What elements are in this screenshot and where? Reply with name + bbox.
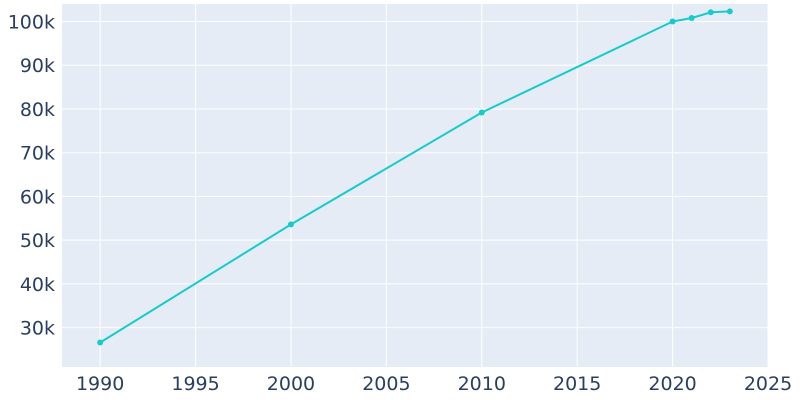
y-tick-label: 80k: [20, 99, 55, 121]
y-tick-label: 70k: [20, 143, 55, 165]
y-tick-label: 100k: [8, 11, 55, 33]
data-point[interactable]: [707, 9, 714, 16]
data-point[interactable]: [287, 221, 294, 228]
x-tick-label: 1990: [76, 373, 124, 395]
x-tick-label: 2000: [267, 373, 315, 395]
plot-area: [62, 4, 768, 367]
y-tick-label: 90k: [20, 55, 55, 77]
x-tick-label: 1995: [171, 373, 219, 395]
y-axis-tick-labels: 30k 40k 50k 60k 70k 80k 90k 100k: [8, 11, 55, 339]
y-tick-label: 40k: [20, 274, 55, 296]
y-tick-label: 30k: [20, 318, 55, 340]
x-tick-label: 2010: [458, 373, 506, 395]
x-tick-label: 2015: [553, 373, 601, 395]
data-point[interactable]: [688, 14, 695, 21]
x-tick-label: 2005: [362, 373, 410, 395]
data-point[interactable]: [478, 109, 485, 116]
data-point[interactable]: [726, 8, 733, 15]
x-tick-label: 2020: [648, 373, 696, 395]
x-tick-label: 2025: [744, 373, 792, 395]
y-tick-label: 60k: [20, 186, 55, 208]
x-axis-tick-labels: 1990 1995 2000 2005 2010 2015 2020 2025: [76, 373, 792, 395]
series-layer: [97, 8, 733, 346]
data-point[interactable]: [97, 339, 104, 346]
y-tick-label: 50k: [20, 230, 55, 252]
data-point[interactable]: [669, 18, 676, 25]
